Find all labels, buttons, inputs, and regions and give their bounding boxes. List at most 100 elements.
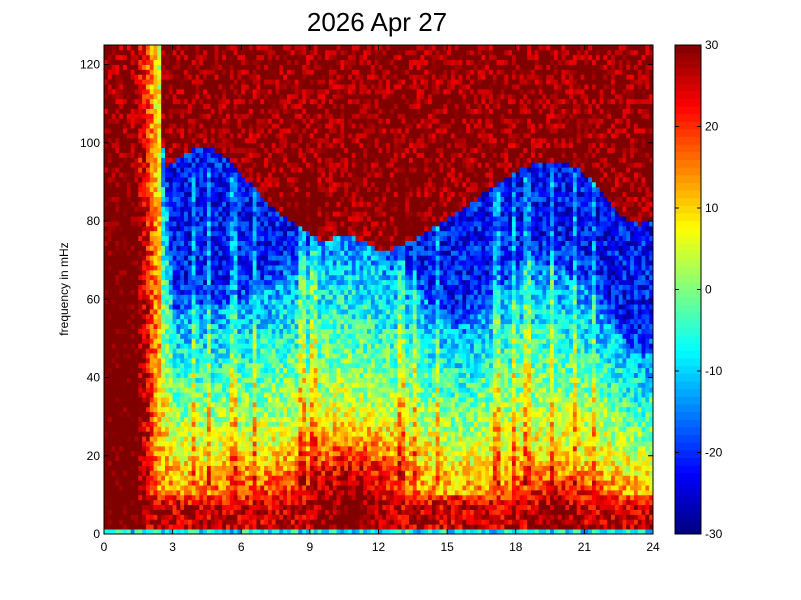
heatmap-cell (107, 372, 113, 378)
heatmap-cell (267, 304, 273, 310)
heatmap-cell (260, 167, 265, 173)
heatmap-cell (123, 397, 128, 403)
heatmap-cell (191, 162, 196, 168)
heatmap-cell (161, 108, 166, 114)
heatmap-cell (226, 465, 231, 471)
heatmap-cell (241, 98, 246, 105)
heatmap-cell (176, 485, 181, 491)
heatmap-cell (271, 382, 276, 388)
heatmap-cell (130, 445, 135, 452)
heatmap-cell (191, 499, 196, 506)
heatmap-cell (222, 191, 227, 197)
heatmap-cell (130, 411, 135, 418)
heatmap-cell (283, 250, 288, 256)
heatmap-cell (290, 245, 296, 251)
heatmap-cell (187, 177, 193, 183)
heatmap-cell (195, 485, 200, 491)
heatmap-cell (195, 113, 200, 119)
heatmap-cell (290, 328, 296, 334)
heatmap-cell (290, 416, 296, 422)
heatmap-cell (210, 103, 215, 109)
heatmap-cell (203, 455, 208, 462)
heatmap-cell (191, 79, 196, 85)
heatmap-cell (180, 269, 185, 276)
heatmap-cell (245, 465, 250, 471)
heatmap-cell (176, 230, 181, 237)
heatmap-cell (176, 416, 181, 422)
heatmap-cell (267, 181, 273, 188)
heatmap-cell (256, 304, 261, 310)
heatmap-cell (107, 206, 113, 212)
heatmap-cell (283, 509, 288, 515)
heatmap-cell (283, 147, 288, 153)
heatmap-cell (287, 357, 292, 364)
heatmap-cell (218, 377, 223, 383)
heatmap-cell (222, 279, 227, 286)
heatmap-cell (283, 152, 288, 158)
heatmap-cell (290, 465, 296, 471)
heatmap-cell (271, 362, 276, 369)
heatmap-cell (195, 333, 200, 339)
heatmap-cell (275, 406, 280, 413)
heatmap-cell (134, 357, 139, 364)
heatmap-cell (165, 460, 170, 466)
heatmap-cell (256, 98, 261, 105)
heatmap-cell (111, 147, 116, 153)
heatmap-cell (180, 250, 185, 256)
heatmap-cell (287, 499, 292, 506)
heatmap-cell (149, 191, 154, 197)
heatmap-cell (218, 89, 223, 95)
heatmap-cell (260, 353, 265, 359)
heatmap-cell (153, 416, 158, 422)
heatmap-cell (149, 519, 154, 525)
heatmap-cell (195, 475, 200, 481)
heatmap-cell (111, 426, 116, 432)
heatmap-cell (157, 260, 162, 266)
heatmap-cell (218, 426, 223, 432)
heatmap-cell (195, 177, 200, 183)
heatmap-cell (214, 118, 219, 124)
heatmap-cell (241, 509, 246, 515)
heatmap-cell (199, 445, 204, 452)
heatmap-cell (271, 313, 276, 320)
heatmap-cell (229, 313, 235, 320)
heatmap-cell (226, 74, 231, 80)
heatmap-cell (226, 196, 231, 202)
heatmap-cell (283, 436, 288, 442)
heatmap-cell (149, 201, 154, 207)
heatmap-cell (210, 54, 215, 61)
heatmap-cell (283, 431, 288, 437)
heatmap-cell (176, 260, 181, 266)
heatmap-cell (214, 333, 219, 339)
heatmap-cell (176, 475, 181, 481)
heatmap-cell (245, 509, 250, 515)
heatmap-cell (104, 397, 109, 403)
heatmap-cell (267, 152, 273, 158)
heatmap-cell (275, 157, 280, 163)
heatmap-cell (123, 426, 128, 432)
heatmap-cell (241, 514, 246, 520)
heatmap-cell (222, 377, 227, 383)
heatmap-cell (142, 240, 147, 246)
heatmap-cell (203, 250, 208, 256)
heatmap-cell (283, 123, 288, 129)
heatmap-cell (149, 274, 154, 281)
heatmap-cell (187, 225, 193, 232)
heatmap-cell (145, 519, 151, 525)
heatmap-cell (245, 406, 250, 413)
heatmap-cell (157, 450, 162, 457)
heatmap-cell (142, 367, 147, 374)
heatmap-cell (214, 250, 219, 256)
heatmap-cell (187, 397, 193, 403)
heatmap-cell (271, 494, 276, 501)
heatmap-cell (126, 59, 132, 65)
heatmap-cell (149, 455, 154, 462)
heatmap-cell (145, 84, 151, 90)
heatmap-cell (245, 338, 250, 344)
heatmap-cell (248, 519, 254, 525)
heatmap-cell (104, 177, 109, 183)
heatmap-cell (119, 181, 124, 188)
heatmap-cell (222, 450, 227, 457)
heatmap-cell (191, 475, 196, 481)
heatmap-cell (126, 392, 132, 398)
